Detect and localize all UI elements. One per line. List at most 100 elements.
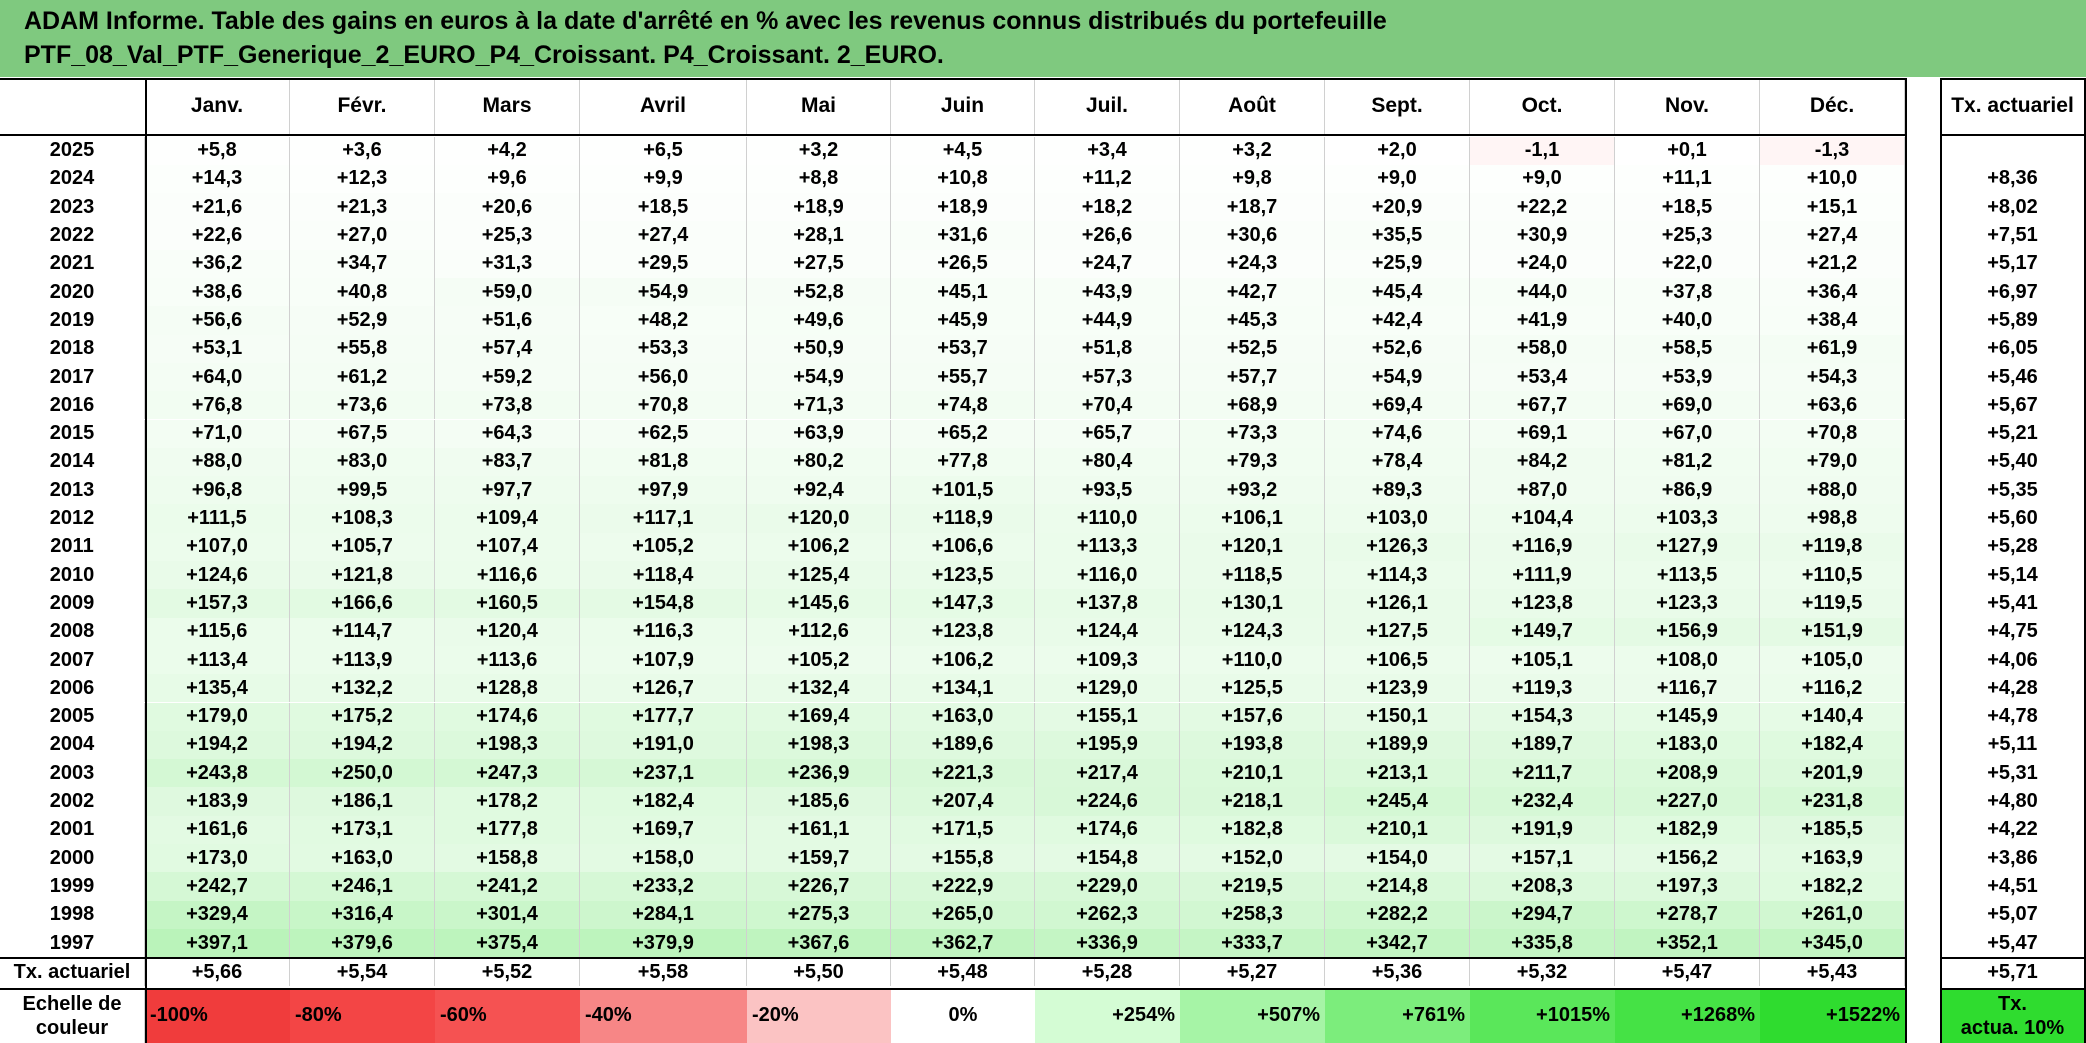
tx-row-value: +5,47: [1615, 958, 1760, 987]
tx-left-border: [1940, 78, 1942, 1043]
gain-cell: +123,8: [1470, 589, 1615, 618]
gain-cell: +52,6: [1325, 334, 1470, 363]
gain-cell: +145,9: [1615, 702, 1760, 731]
gain-cell: +21,2: [1760, 249, 1905, 278]
row-tx-actuariel: +3,86: [1940, 844, 2086, 873]
gain-cell: +158,8: [435, 844, 580, 873]
gain-cell: +8,8: [747, 164, 891, 194]
gain-cell: +231,8: [1760, 787, 1905, 816]
gain-cell: +9,8: [1180, 164, 1325, 194]
gain-cell: +217,4: [1035, 759, 1180, 788]
gain-cell: +156,9: [1615, 617, 1760, 646]
gain-cell: +113,4: [145, 645, 290, 675]
gain-cell: -1,3: [1760, 136, 1905, 165]
gain-cell: +73,8: [435, 391, 580, 420]
row-tx-actuariel: +5,28: [1940, 532, 2086, 561]
row-tx-actuariel: +5,46: [1940, 362, 2086, 392]
gain-cell: +175,2: [290, 702, 435, 731]
row-tx-actuariel: +5,67: [1940, 391, 2086, 420]
gain-cell: +127,9: [1615, 532, 1760, 561]
row-year: 2015: [0, 419, 145, 448]
gain-cell: +57,7: [1180, 362, 1325, 392]
scale-row-top-border-right: [1940, 987, 2086, 990]
gain-cell: +30,6: [1180, 221, 1325, 250]
gain-cell: +169,7: [580, 815, 747, 844]
gain-cell: +119,3: [1470, 674, 1615, 703]
gain-cell: +154,8: [580, 589, 747, 618]
color-scale-value: -60%: [440, 1004, 487, 1027]
gain-cell: +71,0: [145, 419, 290, 448]
row-year: 2009: [0, 589, 145, 618]
color-scale-label-line1: Echelle de: [22, 992, 122, 1015]
gain-cell: +183,0: [1615, 730, 1760, 760]
gain-cell: +222,9: [891, 872, 1035, 901]
gain-cell: +152,0: [1180, 844, 1325, 873]
gain-cell: +150,1: [1325, 702, 1470, 731]
gain-cell: +43,9: [1035, 278, 1180, 307]
gain-cell: +149,7: [1470, 617, 1615, 646]
gain-cell: +64,0: [145, 362, 290, 392]
color-scale-tx-line2: actua. 10%: [1960, 1016, 2065, 1039]
month-header: Avril: [580, 78, 747, 134]
gain-cell: +11,2: [1035, 164, 1180, 194]
row-tx-actuariel: +5,11: [1940, 730, 2086, 760]
gain-cell: +177,7: [580, 702, 747, 731]
gain-cell: +14,3: [145, 164, 290, 194]
gain-cell: +52,5: [1180, 334, 1325, 363]
gain-cell: +301,4: [435, 900, 580, 929]
gain-cell: +158,0: [580, 844, 747, 873]
gain-cell: +59,2: [435, 362, 580, 392]
row-tx-actuariel: +8,02: [1940, 193, 2086, 222]
gain-cell: +6,5: [580, 136, 747, 165]
row-tx-actuariel: +5,14: [1940, 561, 2086, 590]
row-tx-actuariel: +6,97: [1940, 278, 2086, 307]
color-scale-swatch: -80%: [290, 988, 435, 1043]
gain-cell: +110,5: [1760, 561, 1905, 590]
gain-cell: +265,0: [891, 900, 1035, 929]
row-tx-actuariel: +5,17: [1940, 249, 2086, 278]
gain-cell: +261,0: [1760, 900, 1905, 929]
color-scale-swatch: -20%: [747, 988, 891, 1043]
gain-cell: +20,6: [435, 193, 580, 222]
gain-cell: +55,8: [290, 334, 435, 363]
gain-cell: +132,4: [747, 674, 891, 703]
gain-cell: +104,4: [1470, 504, 1615, 533]
row-tx-actuariel: +7,51: [1940, 221, 2086, 250]
color-scale-value: 0%: [948, 1004, 978, 1027]
gain-cell: +103,0: [1325, 504, 1470, 533]
gain-cell: +10,8: [891, 164, 1035, 194]
row-tx-actuariel: +5,41: [1940, 589, 2086, 618]
gain-cell: +45,4: [1325, 278, 1470, 307]
gain-cell: +118,9: [891, 504, 1035, 533]
gain-cell: +93,5: [1035, 476, 1180, 505]
color-scale-value: -80%: [295, 1004, 342, 1027]
gain-cell: +61,2: [290, 362, 435, 392]
gain-cell: +89,3: [1325, 476, 1470, 505]
gain-cell: +105,1: [1470, 645, 1615, 675]
gain-cell: +219,5: [1180, 872, 1325, 901]
row-tx-actuariel: +5,07: [1940, 900, 2086, 929]
gain-cell: +109,4: [435, 504, 580, 533]
gain-cell: +57,3: [1035, 362, 1180, 392]
gain-cell: +124,3: [1180, 617, 1325, 646]
gain-cell: +156,2: [1615, 844, 1760, 873]
gain-cell: +114,7: [290, 617, 435, 646]
gain-cell: +379,6: [290, 928, 435, 958]
gain-cell: +191,9: [1470, 815, 1615, 844]
row-tx-actuariel: +5,21: [1940, 419, 2086, 448]
gain-cell: +316,4: [290, 900, 435, 929]
gain-cell: +108,0: [1615, 645, 1760, 675]
gain-cell: +25,3: [1615, 221, 1760, 250]
gain-cell: +79,3: [1180, 447, 1325, 477]
gain-cell: +221,3: [891, 759, 1035, 788]
gain-cell: +5,8: [145, 136, 290, 165]
gain-cell: +182,8: [1180, 815, 1325, 844]
row-tx-actuariel: +4,80: [1940, 787, 2086, 816]
gain-cell: +140,4: [1760, 702, 1905, 731]
gain-cell: +70,4: [1035, 391, 1180, 420]
gain-cell: +145,6: [747, 589, 891, 618]
gain-cell: +236,9: [747, 759, 891, 788]
gain-cell: +80,2: [747, 447, 891, 477]
tx-row-value: +5,32: [1470, 958, 1615, 987]
gain-cell: +210,1: [1180, 759, 1325, 788]
